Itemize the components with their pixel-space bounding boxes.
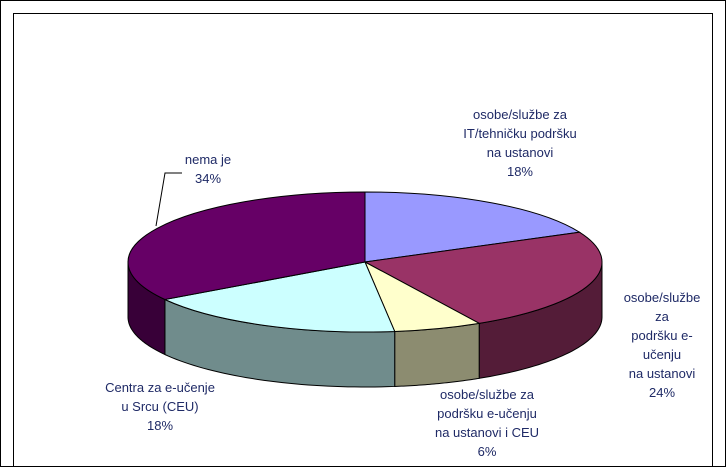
category: nema je xyxy=(184,152,232,167)
value-label: 24% xyxy=(648,385,676,400)
value-label: 6% xyxy=(477,444,497,459)
slice-label: Centra za e-učenje u Srcu (CEU) 18% xyxy=(105,378,215,435)
category: osobe/službe za podršku e-učenju na usta… xyxy=(434,387,540,440)
category: osobe/službe za IT/tehničku podršku na u… xyxy=(463,107,577,160)
value-label: 18% xyxy=(506,164,534,179)
slice xyxy=(163,261,396,333)
slice xyxy=(127,191,366,301)
slice-label: osobe/službe za IT/tehničku podršku na u… xyxy=(463,105,576,181)
value-label: 34% xyxy=(194,171,222,186)
category: osobe/službe za podršku e-učenju na usta… xyxy=(623,290,701,381)
leader-line xyxy=(155,172,182,227)
slice xyxy=(364,191,581,263)
category: Centra za e-učenje u Srcu (CEU) xyxy=(105,380,215,414)
pie xyxy=(127,191,603,388)
value-label: 18% xyxy=(146,418,174,433)
slice-label: osobe/službe za podršku e-učenju na usta… xyxy=(624,288,701,402)
slice-label: nema je 34% xyxy=(185,150,231,188)
slice xyxy=(363,231,603,324)
plot-frame xyxy=(13,13,713,467)
slice-label: osobe/službe za podršku e-učenju na usta… xyxy=(435,385,539,461)
slice-side xyxy=(394,322,480,387)
